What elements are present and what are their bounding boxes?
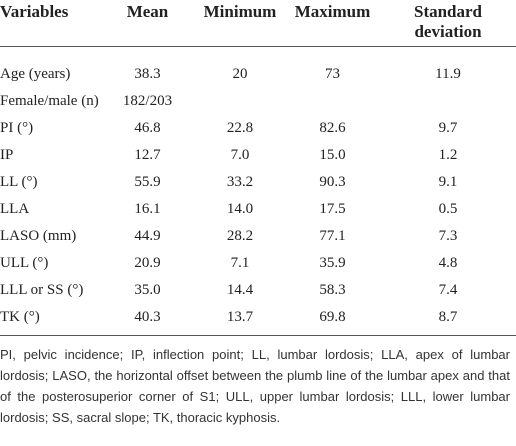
value-cell: 7.0	[230, 147, 250, 163]
header-cell: Maximum	[285, 0, 380, 47]
value-cell: 13.7	[195, 304, 285, 336]
value-cell: 35.0	[134, 282, 161, 298]
value-cell: 38.3	[134, 66, 161, 82]
table-body: Age (years) 38.3 20 73 11.9 Female/male (n) 18…	[0, 47, 516, 336]
table-row: TK (°) 40.3 13.7 69.8 8.7	[0, 304, 516, 336]
variable-cell: ULL (°)	[0, 255, 49, 271]
value-cell: 4.8	[438, 255, 458, 271]
value-cell: 73	[325, 66, 340, 82]
value-cell: 69.8	[285, 304, 380, 336]
value-cell: 182/203	[122, 93, 173, 109]
value-cell: 33.2	[226, 174, 254, 190]
value-cell: 1.2	[438, 147, 458, 163]
table-row: LLL or SS (°) 35.0 14.4 58.3 7.4	[0, 277, 516, 304]
variable-cell: Age (years)	[0, 66, 71, 82]
variable-cell: LLA	[0, 201, 30, 217]
value-cell: 90.3	[319, 174, 346, 190]
header-cell: Mean	[100, 0, 195, 47]
value-cell: 16.1	[134, 201, 161, 217]
value-cell: 22.8	[226, 120, 254, 136]
value-cell: 12.7	[134, 147, 161, 163]
value-cell	[380, 88, 516, 115]
value-cell	[195, 88, 285, 115]
table-row: LL (°) 55.9 33.2 90.3 9.1	[0, 169, 516, 196]
footnote: PI, pelvic incidence; IP, inflection poi…	[0, 347, 510, 425]
table-row: LLA 16.1 14.0 17.5 0.5	[0, 196, 516, 223]
table-row: ULL (°) 20.9 7.1 35.9 4.8	[0, 250, 516, 277]
value-cell: 28.2	[226, 228, 254, 244]
value-cell: 55.9	[134, 174, 161, 190]
header-cell: Standard deviation	[380, 0, 516, 47]
value-cell: 7.1	[230, 255, 250, 271]
value-cell: 14.0	[226, 201, 254, 217]
table-row: PI (°) 46.8 22.8 82.6 9.7	[0, 115, 516, 142]
variable-cell: IP	[0, 147, 14, 163]
value-cell: 8.7	[380, 304, 516, 336]
value-cell: 58.3	[319, 282, 346, 298]
variable-cell: LL (°)	[0, 174, 38, 190]
value-cell: 7.4	[438, 282, 458, 298]
variable-cell: PI (°)	[0, 120, 34, 136]
header-cell: Minimum	[195, 0, 285, 47]
value-cell: 40.3	[100, 304, 195, 336]
value-cell	[285, 88, 380, 115]
table-row: Age (years) 38.3 20 73 11.9	[0, 47, 516, 89]
value-cell: 35.9	[319, 255, 346, 271]
table-row: IP 12.7 7.0 15.0 1.2	[0, 142, 516, 169]
value-cell: 20	[232, 66, 248, 82]
value-cell: 14.4	[226, 282, 254, 298]
variable-cell: LLL or SS (°)	[0, 282, 84, 298]
table-row: LASO (mm) 44.9 28.2 77.1 7.3	[0, 223, 516, 250]
variable-cell: Female/male (n)	[0, 93, 99, 109]
value-cell: 15.0	[319, 147, 346, 163]
value-cell: 9.7	[438, 120, 458, 136]
variable-cell: TK (°)	[0, 304, 100, 336]
table-row: Female/male (n) 182/203	[0, 88, 516, 115]
value-cell: 46.8	[134, 120, 161, 136]
value-cell: 17.5	[319, 201, 346, 217]
value-cell: 20.9	[134, 255, 161, 271]
value-cell: 9.1	[438, 174, 458, 190]
value-cell: 77.1	[319, 228, 346, 244]
stats-table: Variables Mean Minimum Maximum Standard devi…	[0, 0, 516, 336]
value-cell: 0.5	[438, 201, 458, 217]
header-row: Variables Mean Minimum Maximum Standard devi…	[0, 0, 516, 47]
value-cell: 11.9	[435, 66, 461, 82]
value-cell: 82.6	[319, 120, 346, 136]
value-cell: 7.3	[438, 228, 458, 244]
header-cell: Variables	[0, 0, 100, 47]
value-cell: 44.9	[134, 228, 161, 244]
variable-cell: LASO (mm)	[0, 228, 77, 244]
